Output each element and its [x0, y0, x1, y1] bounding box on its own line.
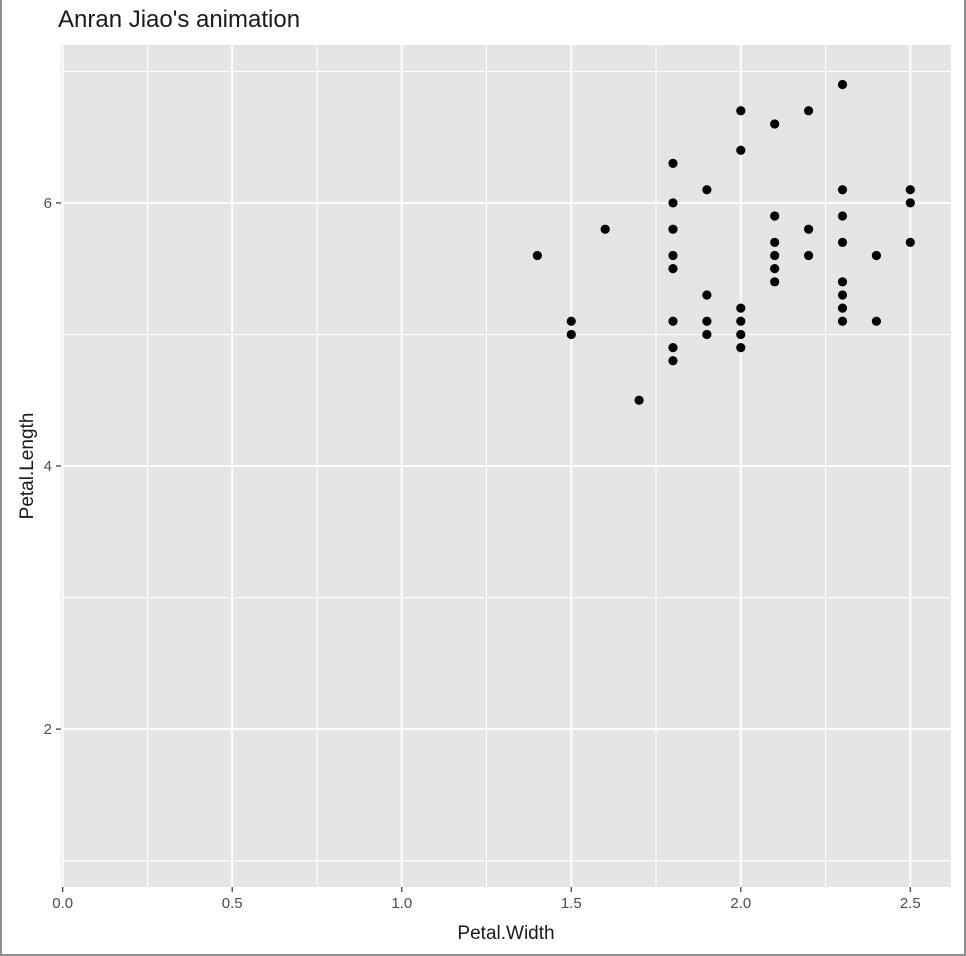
data-point	[770, 277, 780, 287]
data-point	[668, 264, 678, 274]
data-point	[837, 290, 848, 300]
data-point	[702, 290, 712, 300]
data-point	[736, 329, 746, 340]
chart-title: Anran Jiao's animation	[58, 6, 301, 33]
data-point	[871, 250, 882, 261]
x-tick-label: 1.0	[391, 895, 412, 912]
data-point	[804, 224, 814, 234]
data-point	[804, 106, 814, 116]
data-point	[837, 316, 848, 326]
data-point	[634, 395, 644, 405]
data-point	[837, 185, 848, 195]
data-point	[770, 211, 780, 221]
data-point	[736, 342, 746, 353]
data-point	[668, 158, 678, 169]
x-tick-label: 0.0	[52, 895, 73, 912]
x-tick-label: 0.5	[222, 895, 243, 912]
data-point	[837, 79, 848, 90]
data-point	[532, 250, 542, 261]
data-point	[770, 119, 780, 129]
data-point	[770, 237, 780, 247]
data-point	[600, 224, 610, 234]
y-tick-label: 4	[44, 458, 52, 475]
y-tick-label: 6	[44, 195, 52, 212]
data-point	[668, 356, 678, 366]
data-point	[837, 237, 848, 247]
data-point	[804, 250, 814, 261]
data-point	[668, 198, 678, 208]
x-axis-title: Petal.Width	[457, 923, 554, 944]
data-point	[668, 316, 678, 326]
data-point	[702, 329, 712, 340]
data-point	[702, 316, 712, 326]
y-tick-label: 2	[44, 721, 52, 738]
x-tick-label: 2.5	[900, 895, 921, 912]
data-point	[871, 316, 882, 326]
x-tick-label: 1.5	[561, 895, 582, 912]
data-point	[566, 329, 576, 340]
data-point	[837, 303, 848, 313]
data-point	[702, 185, 712, 195]
data-point	[668, 250, 678, 261]
data-points	[532, 79, 915, 405]
data-point	[736, 145, 746, 155]
data-point	[837, 277, 848, 287]
data-point	[736, 316, 746, 326]
data-point	[668, 342, 678, 353]
major-gridlines	[61, 45, 951, 887]
x-tick-label: 2.0	[730, 895, 751, 912]
x-axis: 0.0 0.5 1.0 1.5 2.0 2.5	[52, 887, 921, 912]
data-point	[668, 224, 678, 234]
data-point	[736, 106, 746, 116]
data-point	[566, 316, 576, 326]
y-axis-title: Petal.Length	[17, 413, 38, 520]
data-point	[837, 211, 848, 221]
data-point	[905, 198, 915, 208]
y-axis: 2 4 6	[44, 195, 61, 738]
data-point	[770, 264, 780, 274]
data-point	[905, 237, 915, 247]
data-point	[736, 303, 746, 313]
data-point	[905, 185, 915, 195]
data-point	[770, 250, 780, 261]
